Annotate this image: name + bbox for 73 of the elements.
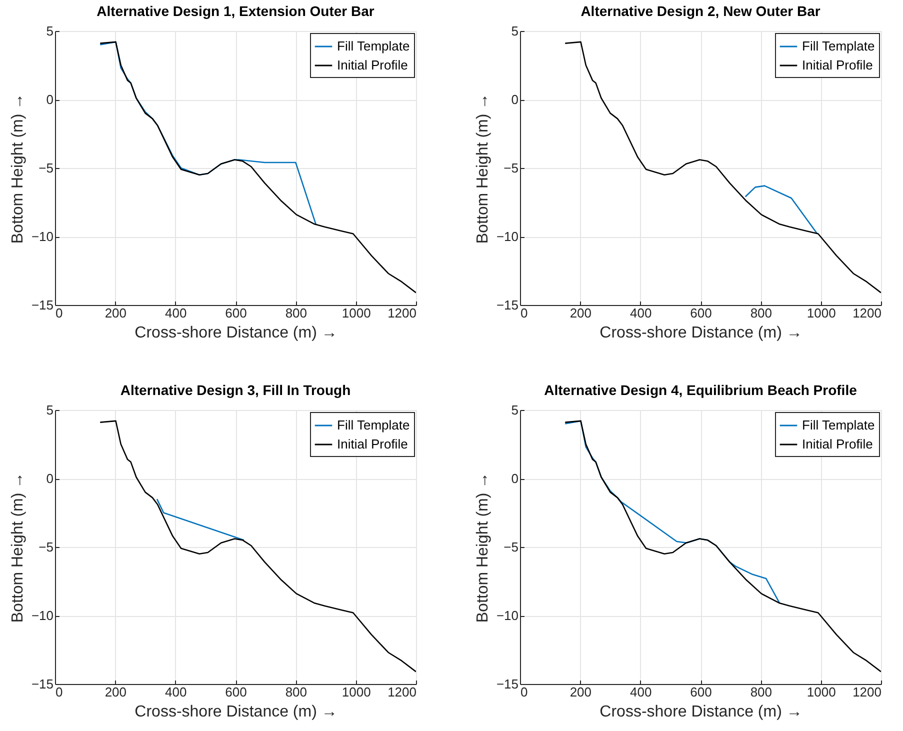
y-tick-label: 5 — [46, 402, 54, 418]
x-tick-label: 1200 — [388, 684, 416, 700]
line-series — [99, 41, 416, 294]
x-tick-label: 200 — [570, 684, 592, 700]
line-series — [99, 420, 416, 672]
legend-label: Initial Profile — [802, 58, 873, 72]
chart-title: Alternative Design 3, Fill In Trough — [120, 382, 351, 398]
y-tick-label: −10 — [496, 229, 518, 244]
x-tick-label: 1000 — [342, 684, 371, 700]
x-tick-label: 600 — [690, 684, 712, 700]
y-tick-label: 0 — [511, 92, 518, 107]
x-tick-label: 200 — [104, 684, 127, 700]
x-tick-label: 400 — [164, 306, 187, 320]
y-tick-label: −15 — [31, 298, 54, 312]
y-tick-label: 5 — [46, 24, 54, 38]
y-tick-label: −10 — [31, 608, 54, 623]
legend-label: Fill Template — [802, 418, 875, 432]
y-tick-label: −15 — [31, 676, 54, 692]
x-tick-label: 800 — [750, 684, 772, 700]
x-tick-label: 400 — [630, 684, 652, 700]
chart-title: Alternative Design 1, Extension Outer Bar — [96, 3, 375, 19]
x-tick-label: 800 — [285, 306, 308, 320]
y-tick-label: −5 — [38, 160, 54, 176]
x-tick-label: 600 — [225, 306, 247, 320]
x-tick-label: 200 — [570, 306, 592, 320]
x-tick-label: 600 — [690, 306, 712, 320]
y-tick-label: −10 — [31, 229, 54, 244]
x-tick-label: 0 — [56, 306, 63, 320]
y-tick-label: 0 — [46, 471, 54, 486]
y-tick-label: 0 — [46, 92, 54, 107]
y-axis-title: Bottom Height (m) → — [9, 472, 26, 623]
y-tick-label: −15 — [496, 676, 518, 692]
line-series — [744, 185, 818, 234]
y-tick-label: −10 — [496, 608, 518, 623]
y-tick-label: −15 — [496, 298, 518, 312]
x-axis-title: Cross-shore Distance (m) → — [134, 704, 338, 720]
line-series — [564, 420, 881, 672]
x-tick-label: 600 — [225, 684, 247, 700]
y-axis-title: Bottom Height (m) → — [9, 93, 26, 244]
chart-title: Alternative Design 2, New Outer Bar — [580, 3, 821, 19]
x-tick-label: 1200 — [852, 306, 882, 320]
legend-label: Fill Template — [337, 418, 410, 432]
x-tick-label: 1200 — [388, 306, 416, 320]
x-tick-label: 400 — [630, 306, 652, 320]
x-axis-title: Cross-shore Distance (m) → — [134, 324, 338, 342]
legend-label: Initial Profile — [337, 58, 408, 72]
legend-label: Fill Template — [802, 38, 875, 54]
y-axis-title: Bottom Height (m) → — [474, 93, 492, 244]
x-tick-label: 400 — [164, 684, 187, 700]
chart-title: Alternative Design 4, Equilibrium Beach Profile — [544, 382, 858, 398]
x-axis-title: Cross-shore Distance (m) → — [600, 324, 802, 342]
y-tick-label: 5 — [511, 24, 518, 38]
line-series — [564, 41, 881, 294]
x-tick-label: 0 — [520, 684, 528, 700]
y-tick-label: 5 — [511, 402, 518, 418]
x-axis-title: Cross-shore Distance (m) → — [600, 704, 802, 720]
legend-label: Initial Profile — [337, 436, 408, 452]
x-tick-label: 1200 — [852, 684, 882, 700]
y-axis-title: Bottom Height (m) → — [474, 472, 492, 623]
y-tick-label: −5 — [38, 540, 54, 554]
legend-label: Fill Template — [337, 38, 410, 54]
x-tick-label: 1000 — [806, 306, 836, 320]
y-tick-label: 0 — [511, 471, 518, 486]
x-tick-label: 200 — [104, 306, 127, 320]
x-tick-label: 800 — [285, 684, 308, 700]
y-tick-label: −5 — [504, 160, 518, 176]
x-tick-label: 0 — [520, 306, 528, 320]
x-tick-label: 0 — [56, 684, 63, 700]
x-tick-label: 800 — [750, 306, 772, 320]
x-tick-label: 1000 — [806, 684, 836, 700]
legend-label: Initial Profile — [802, 436, 873, 452]
x-tick-label: 1000 — [342, 306, 371, 320]
y-tick-label: −5 — [504, 540, 518, 554]
